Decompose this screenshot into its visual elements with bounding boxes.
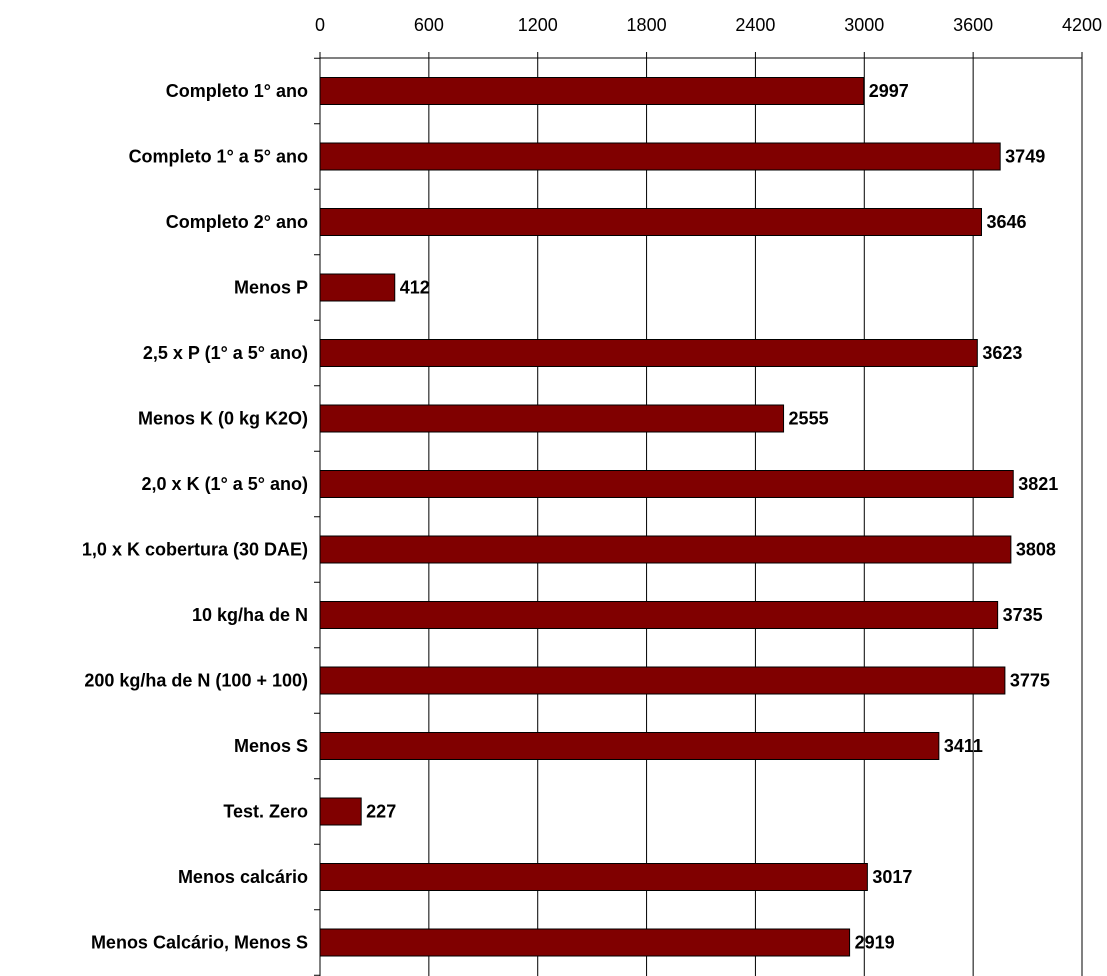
- bar-1: [319, 142, 1001, 171]
- bar-9: [319, 666, 1006, 695]
- bar-0: [319, 77, 865, 105]
- x-tick-label-3000: 3000: [844, 15, 884, 35]
- x-tick-label-4200: 4200: [1062, 15, 1102, 35]
- grid-layer: [428, 58, 1083, 976]
- value-label-8: 3735: [1003, 605, 1043, 625]
- category-label-0: Completo 1° ano: [166, 81, 308, 101]
- value-label-5: 2555: [789, 409, 829, 429]
- x-tick-label-0: 0: [315, 15, 325, 35]
- label-layer: Completo 1° ano 2997 Completo 1° a 5° ano 3…: [82, 81, 1058, 953]
- bar-layer: [319, 77, 1014, 957]
- x-tick-label-1800: 1800: [627, 15, 667, 35]
- value-label-0: 2997: [869, 81, 909, 101]
- bar-12: [319, 863, 868, 891]
- value-label-10: 3411: [944, 736, 983, 756]
- category-label-9: 200 kg/ha de N (100 + 100): [84, 671, 308, 691]
- value-label-2: 3646: [986, 212, 1026, 232]
- category-label-8: 10 kg/ha de N: [192, 605, 308, 625]
- bar-6: [319, 470, 1014, 498]
- category-label-1: Completo 1° a 5° ano: [129, 147, 308, 167]
- x-tick-label-3600: 3600: [953, 15, 993, 35]
- category-label-13: Menos Calcário, Menos S: [91, 933, 308, 953]
- bar-8: [319, 601, 999, 629]
- bar-7: [319, 535, 1012, 564]
- bar-5: [319, 404, 785, 433]
- bar-11: [319, 797, 362, 826]
- value-label-4: 3623: [982, 343, 1022, 363]
- x-tick-label-2400: 2400: [735, 15, 775, 35]
- category-label-11: Test. Zero: [223, 802, 308, 822]
- x-tick-label-1200: 1200: [518, 15, 558, 35]
- category-label-3: Menos P: [234, 278, 308, 298]
- bar-10: [319, 732, 940, 760]
- category-label-4: 2,5 x P (1° a 5° ano): [143, 343, 308, 363]
- value-label-1: 3749: [1005, 147, 1045, 167]
- bar-13: [319, 928, 851, 957]
- category-label-12: Menos calcário: [178, 867, 308, 887]
- category-label-6: 2,0 x K (1° a 5° ano): [142, 474, 308, 494]
- value-label-7: 3808: [1016, 540, 1056, 560]
- value-label-11: 227: [366, 802, 396, 822]
- value-label-13: 2919: [855, 933, 895, 953]
- x-tick-label-600: 600: [414, 15, 444, 35]
- category-label-5: Menos K (0 kg K2O): [138, 409, 308, 429]
- bar-4: [319, 339, 978, 367]
- value-label-6: 3821: [1018, 474, 1058, 494]
- category-label-2: Completo 2° ano: [166, 212, 308, 232]
- bar-3: [319, 273, 396, 302]
- value-label-9: 3775: [1010, 671, 1050, 691]
- bar-2: [319, 208, 982, 236]
- value-label-12: 3017: [872, 867, 912, 887]
- category-label-7: 1,0 x K cobertura (30 DAE): [82, 540, 308, 560]
- category-label-10: Menos S: [234, 736, 308, 756]
- value-label-3: 412: [400, 278, 430, 298]
